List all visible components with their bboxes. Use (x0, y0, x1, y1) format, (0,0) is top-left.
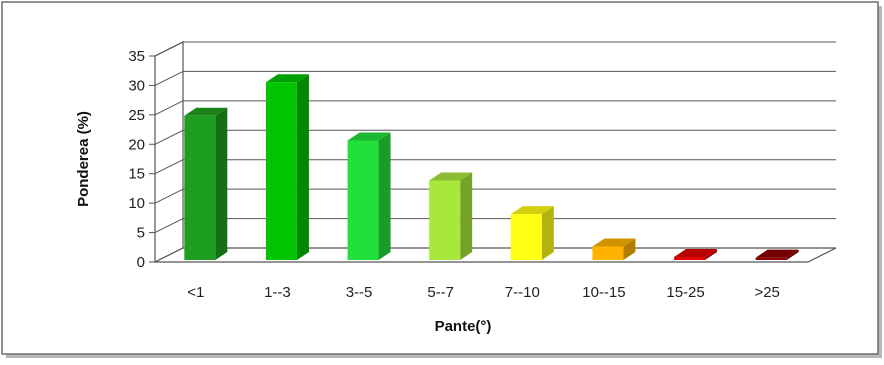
y-tick-label: 10 (128, 195, 145, 212)
gridline-wall (154, 41, 184, 57)
floor (154, 247, 837, 263)
bar-top (184, 107, 228, 116)
gridline-wall (154, 218, 184, 234)
bar-top (674, 249, 718, 258)
bar-top (265, 74, 309, 83)
bar-side (378, 132, 391, 260)
gridline-wall (154, 70, 184, 86)
bar-side (541, 206, 554, 260)
x-axis-title: Pante(°) (435, 318, 492, 335)
bar (592, 246, 624, 260)
bar-side (705, 249, 718, 260)
x-tick-label: >25 (754, 284, 779, 301)
bar (510, 214, 542, 260)
gridline-wall (154, 188, 184, 204)
y-tick-label: 5 (137, 225, 145, 242)
y-tick-label: 15 (128, 166, 145, 183)
bar (184, 115, 216, 260)
bar-side (623, 238, 636, 260)
x-tick-label: 7--10 (505, 284, 540, 301)
x-tick-label: 10--15 (582, 284, 625, 301)
bar-side (460, 172, 473, 260)
y-axis-title: Ponderea (%) (75, 111, 92, 207)
bar-top (510, 206, 554, 215)
bar-side (296, 74, 309, 260)
bar-side (786, 249, 799, 260)
gridline-wall (154, 129, 184, 145)
gridline-wall (154, 159, 184, 175)
left-wall (154, 41, 184, 263)
bar (755, 257, 787, 260)
x-tick-label: 5--7 (427, 284, 454, 301)
bar-top (429, 172, 473, 181)
y-tick-label: 35 (128, 48, 145, 65)
x-tick-label: 15-25 (666, 284, 704, 301)
bar-top (755, 249, 799, 258)
x-tick-label: <1 (187, 284, 204, 301)
y-tick-label: 20 (128, 136, 145, 153)
bar-top (592, 238, 636, 247)
y-tick-label: 25 (128, 107, 145, 124)
bar (674, 257, 706, 260)
x-tick-label: 3--5 (346, 284, 373, 301)
y-tick-label: 30 (128, 77, 145, 94)
bar (429, 180, 461, 260)
bar-top (347, 132, 391, 141)
bar-side (215, 107, 228, 260)
gridline-wall (154, 100, 184, 116)
bar (265, 82, 297, 260)
bar (347, 140, 379, 260)
x-tick-label: 1--3 (264, 284, 291, 301)
y-tick-label: 0 (137, 254, 145, 271)
plot-area: 0 5 10 15 20 25 30 35 <1 1--3 3--5 5--7 7--10 10--15 1… (128, 41, 837, 301)
